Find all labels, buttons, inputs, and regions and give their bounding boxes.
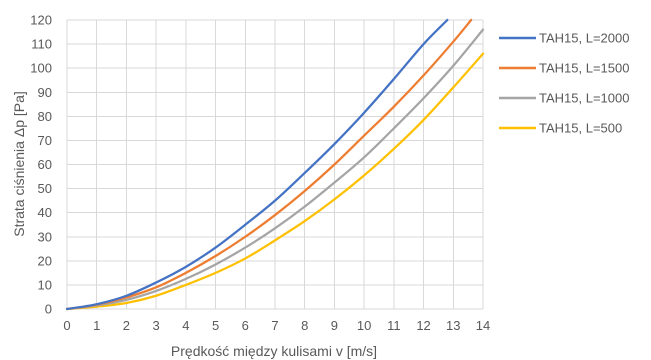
- legend: TAH15, L=2000 TAH15, L=1500 TAH15, L=1000 T…: [499, 31, 629, 136]
- x-tick-label: 3: [153, 318, 160, 333]
- x-tick-label: 14: [476, 318, 490, 333]
- x-tick-label: 13: [446, 318, 460, 333]
- x-tick-label: 0: [63, 318, 70, 333]
- y-tick-label: 100: [30, 61, 52, 76]
- x-tick-label: 5: [212, 318, 219, 333]
- x-tick-label: 9: [331, 318, 338, 333]
- x-tick-label: 2: [123, 318, 130, 333]
- legend-label: TAH15, L=1000: [539, 91, 629, 106]
- x-tick-label: 11: [387, 318, 401, 333]
- legend-label: TAH15, L=500: [539, 121, 622, 136]
- y-tick-label: 90: [38, 85, 52, 100]
- x-tick-label: 7: [271, 318, 278, 333]
- x-tick-label: 12: [416, 318, 430, 333]
- y-tick-label: 60: [38, 157, 52, 172]
- gridlines: [67, 20, 483, 309]
- y-tick-label: 40: [38, 205, 52, 220]
- legend-label: TAH15, L=1500: [539, 61, 629, 76]
- y-tick-label: 0: [45, 302, 52, 317]
- x-tick-label: 8: [301, 318, 308, 333]
- x-tick-label: 4: [182, 318, 189, 333]
- y-tick-label: 120: [30, 13, 52, 28]
- x-tick-label: 6: [242, 318, 249, 333]
- legend-label: TAH15, L=2000: [539, 31, 629, 46]
- y-tick-label: 70: [38, 133, 52, 148]
- y-tick-labels: 0 10 20 30 40 50 60 70 80 90 100 110 120: [30, 13, 52, 317]
- x-tick-label: 1: [93, 318, 100, 333]
- x-tick-label: 10: [357, 318, 371, 333]
- y-tick-label: 30: [38, 229, 52, 244]
- y-axis-title: Strata ciśnienia Δp [Pa]: [11, 91, 27, 237]
- y-tick-label: 20: [38, 253, 52, 268]
- y-tick-label: 80: [38, 109, 52, 124]
- y-tick-label: 10: [38, 277, 52, 292]
- x-axis-title: Prędkość między kulisami v [m/s]: [171, 343, 377, 359]
- y-tick-label: 50: [38, 181, 52, 196]
- x-tick-labels: 0 1 2 3 4 5 6 7 8 9 10 11 12 13 14: [63, 318, 490, 333]
- y-tick-label: 110: [31, 37, 52, 52]
